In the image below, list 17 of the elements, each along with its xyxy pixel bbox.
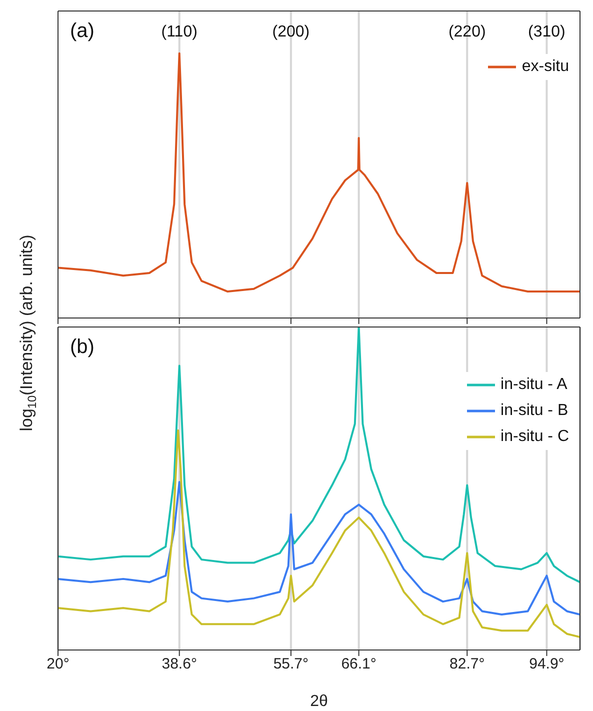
x-tick-label: 82.7°	[450, 656, 485, 673]
x-tick-label: 20°	[46, 656, 70, 673]
annotation: (310)	[528, 23, 566, 40]
legend-label: in-situ - C	[500, 427, 569, 447]
x-tick-label: 55.7°	[273, 656, 309, 673]
x-tick-label: 66.1°	[341, 656, 376, 673]
chart-title: (a)	[70, 20, 94, 42]
annotation: (200)	[272, 23, 310, 40]
x-tick-label: 38.6°	[162, 656, 197, 673]
legend-label: in-situ - A	[500, 375, 568, 395]
x-tick-label: 94.9°	[529, 656, 564, 673]
annotation: (110)	[161, 23, 198, 40]
text: (b)	[70, 336, 94, 358]
legend-label: in-situ - B	[500, 401, 568, 421]
legend-label: ex-situ	[522, 57, 569, 77]
annotation: (220)	[448, 23, 486, 40]
x-axis-title: 2θ	[310, 693, 328, 710]
